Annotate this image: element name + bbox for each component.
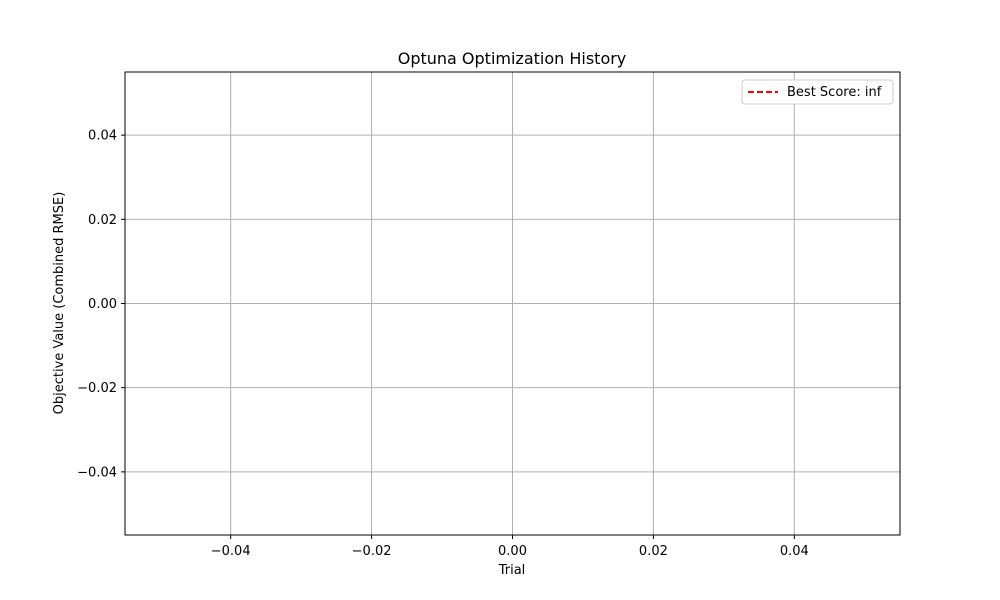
legend-frame <box>741 79 894 105</box>
y-tick-label: 0.04 <box>88 129 117 144</box>
x-axis-label: Trial <box>498 563 526 578</box>
x-tick-label: 0.04 <box>780 544 809 559</box>
x-tick-label: −0.02 <box>352 544 392 559</box>
x-tick-label: 0.00 <box>498 544 527 559</box>
chart-title: Optuna Optimization History <box>398 49 627 68</box>
y-axis-label: Objective Value (Combined RMSE) <box>52 192 67 415</box>
legend-entry-best-score: Best Score: inf <box>787 85 882 100</box>
grid-lines <box>125 72 900 535</box>
y-tick-label: 0.02 <box>88 213 117 228</box>
legend: Best Score: inf <box>741 79 894 105</box>
axis-ticks: −0.04 −0.02 0.00 0.02 0.04 0.04 0.02 0.00 −0.02 −… <box>77 129 809 559</box>
y-tick-label: 0.00 <box>88 297 117 312</box>
x-tick-label: 0.02 <box>639 544 668 559</box>
x-tick-label: −0.04 <box>211 544 251 559</box>
y-tick-label: −0.02 <box>77 381 117 396</box>
y-tick-label: −0.04 <box>77 465 117 480</box>
